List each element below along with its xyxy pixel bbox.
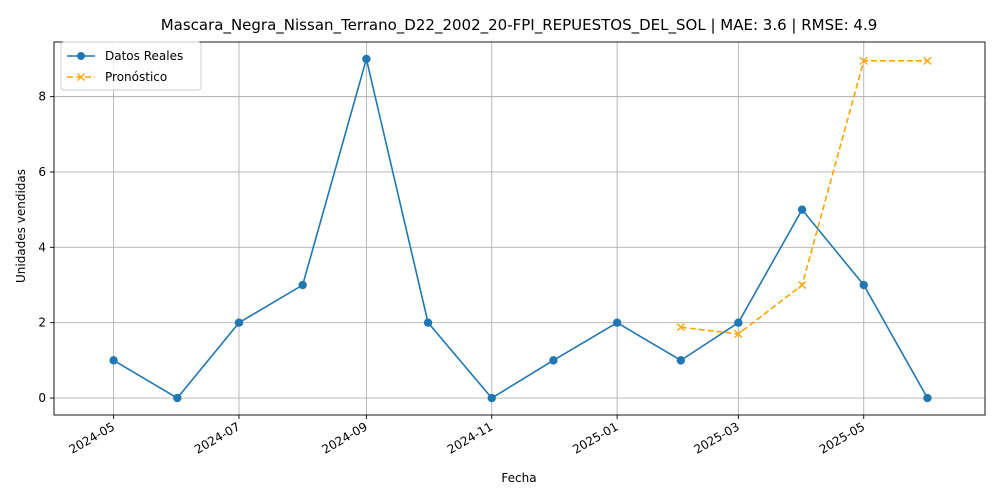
legend-box xyxy=(60,41,202,91)
data-point-real xyxy=(859,280,868,290)
y-axis-title: Unidades vendidas xyxy=(14,169,28,283)
y-tick-label: 8 xyxy=(38,90,46,104)
data-point-real xyxy=(109,356,118,365)
grid-lines xyxy=(54,42,985,415)
data-point-real xyxy=(173,393,182,403)
legend-label-forecast: Pronóstico xyxy=(105,70,167,84)
data-point-real xyxy=(797,205,807,214)
data-point-real xyxy=(487,393,496,403)
chart-title: Mascara_Negra_Nissan_Terrano_D22_2002_20… xyxy=(161,16,878,35)
series-line-real xyxy=(113,58,929,400)
data-point-forecast xyxy=(676,323,685,332)
data-point-real xyxy=(298,280,307,290)
data-point-forecast xyxy=(734,329,743,339)
y-tick-label: 2 xyxy=(38,316,46,330)
data-point-real xyxy=(362,54,371,64)
legend: Datos Reales Pronóstico xyxy=(60,41,202,91)
data-point-real xyxy=(234,318,244,327)
data-point-forecast xyxy=(797,280,807,290)
data-point-forecast xyxy=(923,56,932,65)
legend-marker-real xyxy=(77,52,85,60)
y-tick-label: 4 xyxy=(38,240,46,254)
data-point-real xyxy=(612,318,622,327)
legend-label-real: Datos Reales xyxy=(105,49,183,63)
y-tick-label: 6 xyxy=(38,165,46,179)
series-layer xyxy=(109,54,932,403)
data-point-real xyxy=(423,318,433,327)
data-point-real xyxy=(734,318,743,327)
data-point-real xyxy=(923,393,932,403)
data-point-real xyxy=(549,356,558,365)
y-tick-label: 0 xyxy=(38,391,46,405)
data-point-real xyxy=(676,356,686,365)
axes-frame xyxy=(53,41,986,416)
legend-marker-forecast xyxy=(77,73,85,81)
x-axis-title: Fecha xyxy=(501,471,536,485)
data-point-forecast xyxy=(859,56,868,65)
